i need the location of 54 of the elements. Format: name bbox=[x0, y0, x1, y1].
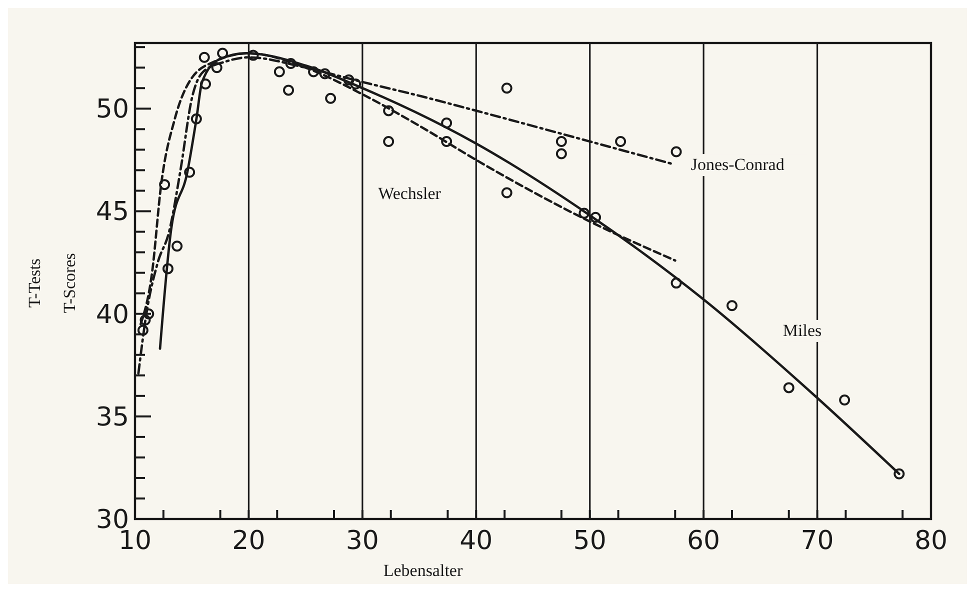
point bbox=[441, 118, 452, 129]
series-label: Jones-Conrad bbox=[690, 155, 785, 174]
point bbox=[670, 146, 682, 158]
text: Wechsler bbox=[378, 184, 442, 204]
point bbox=[143, 308, 154, 320]
point bbox=[159, 179, 170, 190]
x-tick-label: 50 bbox=[573, 526, 606, 556]
point bbox=[211, 62, 222, 74]
point bbox=[556, 136, 567, 147]
x-tick-label: 80 bbox=[914, 526, 948, 556]
x-tick-label: 40 bbox=[460, 526, 493, 556]
point bbox=[501, 187, 512, 198]
point bbox=[319, 68, 330, 80]
x-tick-label: 60 bbox=[687, 526, 720, 556]
x-axis-title: Lebensalter bbox=[383, 561, 463, 580]
point bbox=[501, 82, 512, 94]
point bbox=[140, 314, 151, 326]
x-tick-label: 20 bbox=[232, 526, 266, 556]
point bbox=[343, 74, 354, 86]
point bbox=[350, 78, 362, 90]
point bbox=[198, 52, 210, 63]
point bbox=[308, 66, 320, 78]
y-tick-label: 35 bbox=[96, 402, 129, 432]
point bbox=[578, 208, 590, 219]
point bbox=[383, 105, 394, 116]
point bbox=[162, 263, 174, 274]
x-tick-label: 30 bbox=[346, 526, 379, 556]
point bbox=[172, 240, 183, 252]
point bbox=[590, 212, 602, 223]
y-tick-label: 40 bbox=[96, 300, 129, 330]
point bbox=[184, 166, 196, 178]
point bbox=[839, 394, 850, 406]
point bbox=[894, 468, 905, 480]
point bbox=[137, 324, 148, 336]
point bbox=[783, 382, 794, 394]
point bbox=[283, 84, 294, 96]
point bbox=[274, 66, 285, 78]
point bbox=[190, 113, 202, 124]
point bbox=[556, 148, 567, 160]
point bbox=[200, 78, 212, 90]
point bbox=[248, 50, 259, 61]
y-tick-label: 50 bbox=[96, 94, 129, 125]
x-tick-label: 70 bbox=[800, 526, 834, 556]
point bbox=[217, 48, 228, 59]
point bbox=[615, 136, 626, 147]
y-axis-title: T-Tests T-Scores bbox=[25, 253, 79, 313]
y-tick-label: 45 bbox=[96, 197, 129, 228]
point bbox=[285, 58, 296, 70]
point bbox=[383, 136, 394, 147]
series-label: Miles bbox=[782, 320, 822, 340]
point bbox=[726, 300, 738, 312]
point bbox=[441, 136, 452, 147]
point bbox=[670, 278, 682, 289]
point bbox=[325, 92, 336, 104]
